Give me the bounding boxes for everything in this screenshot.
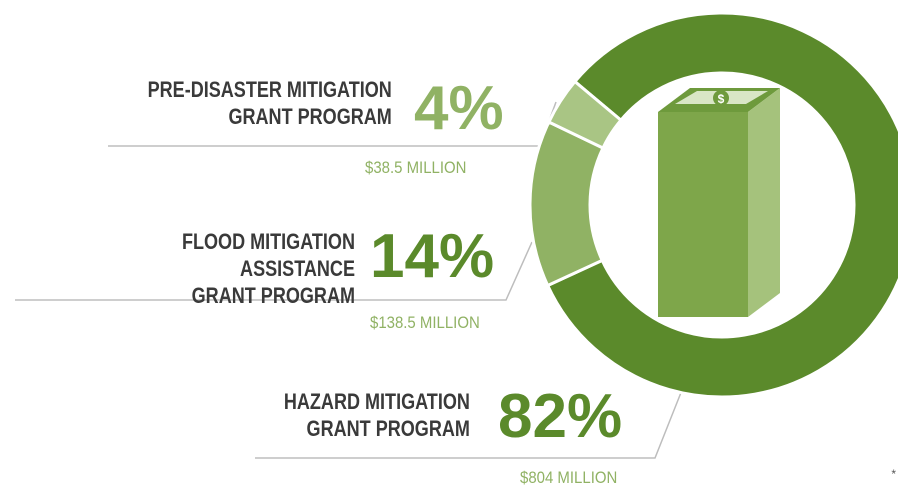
footnote: *	[891, 467, 896, 481]
leader-line	[15, 241, 533, 301]
donut-segment	[528, 120, 605, 288]
percent-label: 14%	[370, 222, 495, 291]
amount-label: $138.5 MILLION	[370, 313, 480, 332]
donut-segment	[545, 11, 898, 399]
money-stack-icon: $	[658, 88, 780, 317]
svg-text:$: $	[718, 92, 725, 106]
amount-label: $804 MILLION	[520, 468, 618, 487]
donut-segment	[546, 79, 623, 150]
percent-label: 82%	[498, 382, 623, 451]
leader-line	[255, 389, 683, 459]
category-label: PRE-DISASTER MITIGATION GRANT PROGRAM	[147, 77, 392, 129]
category-label: FLOOD MITIGATION ASSISTANCE GRANT PROGRA…	[181, 229, 355, 308]
amount-label: $38.5 MILLION	[365, 158, 467, 177]
category-label: HAZARD MITIGATION GRANT PROGRAM	[283, 389, 470, 441]
percent-label: 4%	[414, 74, 504, 143]
